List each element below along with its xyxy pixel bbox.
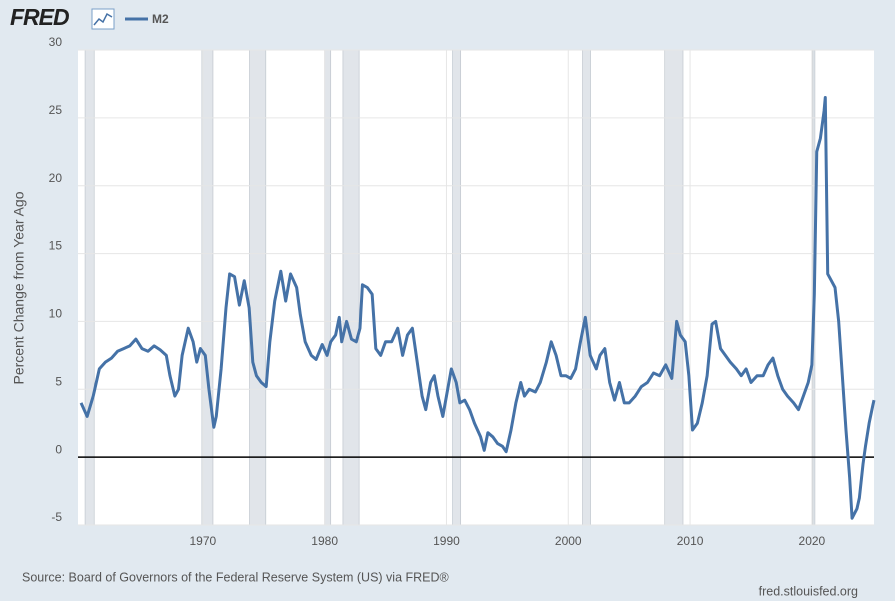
recession-band [249, 49, 267, 526]
x-tick-label: 1990 [433, 534, 460, 548]
legend-label: M2 [152, 12, 169, 26]
watermark: fred.stlouisfed.org [759, 584, 858, 598]
x-tick-label: 1970 [189, 534, 216, 548]
x-tick-label: 1980 [311, 534, 338, 548]
y-tick-label: 25 [49, 103, 63, 117]
x-tick-label: 2020 [799, 534, 826, 548]
recession-band [664, 49, 684, 526]
y-tick-label: 15 [49, 239, 63, 253]
y-tick-label: 30 [49, 35, 63, 49]
data-line [79, 96, 876, 520]
logo: FRED [10, 4, 69, 30]
y-tick-label: 0 [55, 442, 62, 456]
x-tick-label: 2000 [555, 534, 582, 548]
recession-band [452, 49, 462, 526]
y-tick-label: 5 [55, 374, 62, 388]
source: Source: Board of Governors of the Federa… [22, 570, 450, 584]
y-tick-label: -5 [51, 510, 62, 524]
recession-band [582, 49, 591, 526]
recession-band [342, 49, 360, 526]
y-axis-label: Percent Change from Year Ago [11, 191, 27, 384]
x-tick-label: 2010 [677, 534, 704, 548]
logo-icon [91, 8, 115, 30]
recession-band [201, 49, 214, 526]
recession-band [324, 49, 332, 526]
y-tick-label: 10 [49, 307, 63, 321]
plot-area [78, 50, 874, 525]
y-tick-label: 20 [49, 171, 63, 185]
recession-band [84, 49, 95, 526]
